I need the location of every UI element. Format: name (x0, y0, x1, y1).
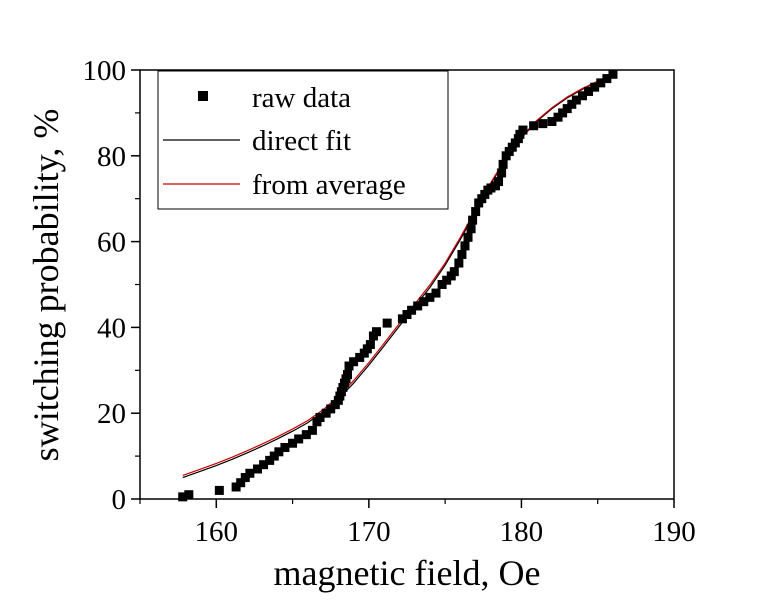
data-point (402, 310, 412, 320)
y-tick-label: 40 (97, 312, 126, 344)
data-point (437, 280, 447, 289)
data-point (382, 318, 392, 328)
legend-label-raw-data: raw data (252, 82, 351, 114)
data-point (307, 425, 317, 435)
y-tick-label: 100 (83, 55, 127, 87)
y-tick-label: 20 (97, 398, 126, 430)
data-point (553, 112, 563, 122)
data-point (471, 207, 481, 217)
data-point (466, 224, 476, 234)
data-point (463, 232, 473, 242)
x-axis-label: magnetic field, Oe (274, 553, 541, 593)
data-point (252, 464, 262, 474)
data-point (498, 159, 508, 169)
x-tick-label: 190 (652, 516, 696, 548)
x-tick-label: 160 (195, 516, 239, 548)
data-point (274, 447, 284, 457)
data-point (288, 438, 298, 448)
data-point (460, 241, 470, 251)
data-point (178, 492, 188, 502)
data-point (397, 314, 407, 324)
data-point (355, 352, 365, 362)
data-point (371, 327, 381, 337)
series-line-from-average (182, 74, 614, 476)
data-point (407, 305, 417, 315)
data-point (596, 78, 606, 88)
y-tick-label: 0 (112, 484, 127, 516)
data-point (442, 275, 452, 285)
data-point (184, 490, 194, 500)
legend-marker-raw-data (198, 91, 208, 101)
data-point (315, 412, 325, 422)
data-point (518, 125, 528, 135)
data-point (294, 434, 304, 444)
data-point (365, 340, 375, 350)
data-point (608, 69, 618, 79)
data-point (547, 116, 557, 126)
data-point (486, 183, 496, 193)
data-point (497, 168, 507, 178)
fit-lines (182, 74, 614, 479)
data-point (567, 99, 577, 109)
x-tick-label: 170 (347, 516, 391, 548)
x-tick-label: 180 (500, 516, 544, 548)
data-point (269, 451, 279, 461)
y-axis-label: switching probability, % (26, 109, 66, 462)
data-point (468, 215, 478, 225)
data-point (326, 404, 336, 414)
data-point (240, 473, 250, 483)
y-tick-label: 80 (97, 141, 126, 173)
data-point (538, 119, 548, 129)
data-point (454, 258, 464, 268)
data-point (425, 292, 435, 302)
data-point (236, 478, 246, 488)
data-point (431, 288, 441, 298)
data-point (231, 482, 241, 492)
raw-data-markers (178, 69, 618, 502)
data-point (344, 361, 354, 371)
data-point (584, 86, 594, 96)
legend-label-from-average: from average (252, 169, 406, 201)
y-tick-label: 60 (97, 227, 126, 259)
data-point (558, 108, 568, 118)
data-point (265, 455, 275, 465)
data-point (494, 177, 504, 187)
data-point (457, 249, 467, 259)
data-point (280, 443, 290, 453)
y-axis-ticks: 0 20 40 60 80 100 (83, 55, 140, 516)
data-point (419, 297, 429, 307)
data-point (321, 408, 331, 418)
data-point (562, 104, 572, 114)
data-point (577, 91, 587, 101)
data-point (301, 430, 311, 440)
legend-label-direct-fit: direct fit (252, 125, 351, 157)
data-point (529, 121, 539, 131)
data-point (343, 370, 352, 380)
data-point (449, 267, 459, 277)
x-axis-ticks: 160 170 180 190 (139, 499, 696, 548)
data-point (245, 468, 255, 478)
data-point (571, 95, 581, 105)
data-point (590, 82, 600, 92)
data-point (259, 460, 269, 470)
series-line-direct-fit (182, 74, 614, 479)
data-point (349, 357, 359, 367)
data-point (214, 485, 224, 495)
data-point (413, 301, 423, 311)
data-point (602, 74, 612, 84)
legend: raw data direct fit from average (157, 70, 449, 210)
